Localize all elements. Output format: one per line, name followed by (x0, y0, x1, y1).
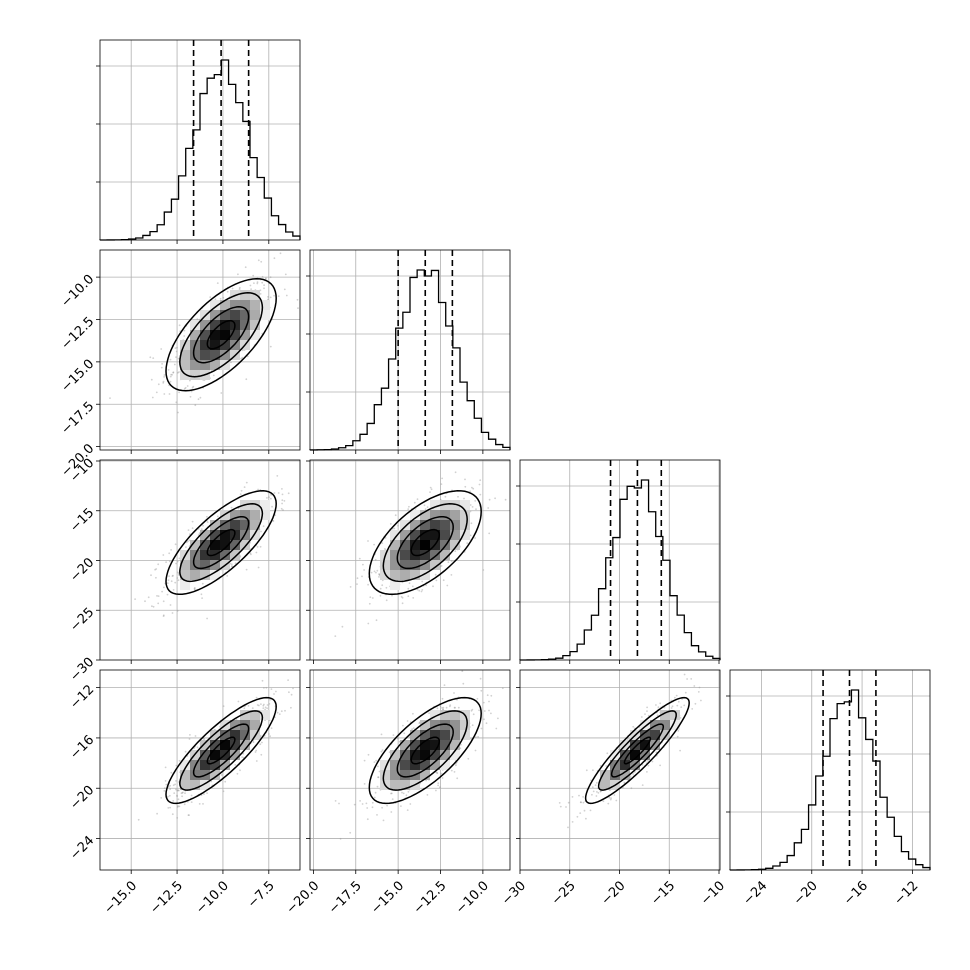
histogram-step-1 (99, 59, 301, 241)
x-tick-label-2-2: −17.5 (326, 878, 365, 917)
histogram-frame-3 (519, 459, 721, 661)
scatter-panel-4-2 (306, 669, 511, 874)
x-tick-label-3-3: −20 (599, 878, 629, 908)
contour-4-3-4 (584, 696, 690, 805)
scatter-frame-4-2 (309, 669, 511, 871)
contour-3-2-1 (410, 528, 441, 557)
x-tick-label-1-1: −15.0 (101, 878, 140, 917)
contour-2-1-4 (165, 278, 277, 392)
x-tick-label-3-4: −15 (648, 878, 678, 908)
contour-4-1-1 (206, 736, 236, 765)
x-tick-label-2-1: −20.0 (284, 878, 323, 917)
x-tick-label-4-2: −20 (791, 878, 821, 908)
x-tick-label-3-2: −25 (549, 878, 579, 908)
scatter-panel-3-1 (96, 459, 301, 664)
contour-4-3-3 (597, 710, 677, 791)
y-tick-label-4-3: −16 (67, 733, 97, 763)
x-tick-label-3-1: −30 (499, 878, 529, 908)
histogram-frame-1 (99, 39, 301, 241)
density-cells-2-1 (180, 290, 270, 380)
x-tick-label-2-4: −12.5 (411, 878, 450, 917)
y-tick-label-4-2: −20 (67, 783, 97, 813)
scatter-panel-4-1 (96, 669, 301, 874)
contour-4-2-3 (382, 710, 468, 791)
y-tick-label-3-3: −20 (67, 555, 97, 585)
y-tick-label-2-5: −10.0 (59, 272, 98, 311)
histogram-frame-2 (309, 249, 511, 451)
histogram-step-2 (309, 269, 511, 451)
y-tick-label-3-1: −30 (67, 655, 97, 685)
density-cells-4-1 (180, 710, 270, 790)
scatter-frame-4-1 (99, 669, 301, 871)
histogram-step-3 (519, 479, 721, 661)
y-tick-label-2-3: −15.0 (59, 357, 98, 396)
contour-4-2-1 (410, 736, 441, 765)
histogram-panel-2 (306, 249, 511, 454)
density-cells-4-3 (600, 710, 680, 790)
x-tick-label-4-4: −12 (891, 878, 921, 908)
scatter-panel-4-3 (516, 669, 721, 874)
histogram-panel-1 (96, 39, 301, 244)
scatter-frame-3-1 (99, 459, 301, 661)
y-tick-label-2-2: −17.5 (59, 399, 98, 438)
y-tick-label-4-1: −24 (67, 833, 97, 863)
scatter-panel-3-2 (306, 459, 511, 664)
histogram-panel-3 (516, 459, 721, 664)
contour-3-1-1 (206, 528, 236, 557)
scatter-panel-2-1 (96, 249, 301, 454)
histogram-step-4 (729, 689, 931, 871)
y-tick-label-3-4: −15 (67, 505, 97, 535)
contour-4-1-2 (192, 723, 250, 778)
y-tick-label-4-4: −12 (67, 682, 97, 712)
contour-2-1-1 (206, 319, 236, 350)
scatter-frame-2-1 (99, 249, 301, 451)
scatter-frame-4-3 (519, 669, 721, 871)
y-tick-label-2-4: −12.5 (59, 314, 98, 353)
contour-3-1-2 (192, 515, 250, 570)
histogram-frame-4 (729, 669, 931, 871)
contour-3-2-4 (368, 490, 482, 596)
contour-4-2-4 (368, 696, 482, 805)
contour-2-1-2 (192, 306, 250, 364)
contour-4-1-3 (179, 710, 264, 791)
x-tick-label-2-5: −10.0 (453, 878, 492, 917)
contour-3-1-4 (165, 490, 277, 596)
scatter-frame-3-2 (309, 459, 511, 661)
x-tick-label-1-2: −12.5 (147, 878, 186, 917)
x-tick-label-2-3: −15.0 (368, 878, 407, 917)
y-tick-label-3-2: −25 (67, 605, 97, 635)
x-tick-label-4-1: −24 (740, 878, 770, 908)
contour-3-1-3 (179, 503, 264, 583)
x-tick-label-3-5: −10 (698, 878, 728, 908)
contour-4-3-1 (623, 736, 652, 765)
contour-3-2-3 (382, 503, 468, 583)
contour-4-1-4 (165, 696, 277, 805)
contour-2-1-3 (179, 292, 264, 378)
contour-3-2-2 (396, 516, 454, 570)
x-tick-label-4-3: −16 (841, 878, 871, 908)
x-tick-label-1-4: −7.5 (245, 878, 278, 911)
density-cells-3-2 (380, 500, 470, 590)
histogram-panel-4 (726, 669, 931, 874)
x-tick-label-1-3: −10.0 (193, 878, 232, 917)
contour-4-2-2 (396, 723, 454, 778)
contour-4-3-2 (610, 723, 665, 778)
